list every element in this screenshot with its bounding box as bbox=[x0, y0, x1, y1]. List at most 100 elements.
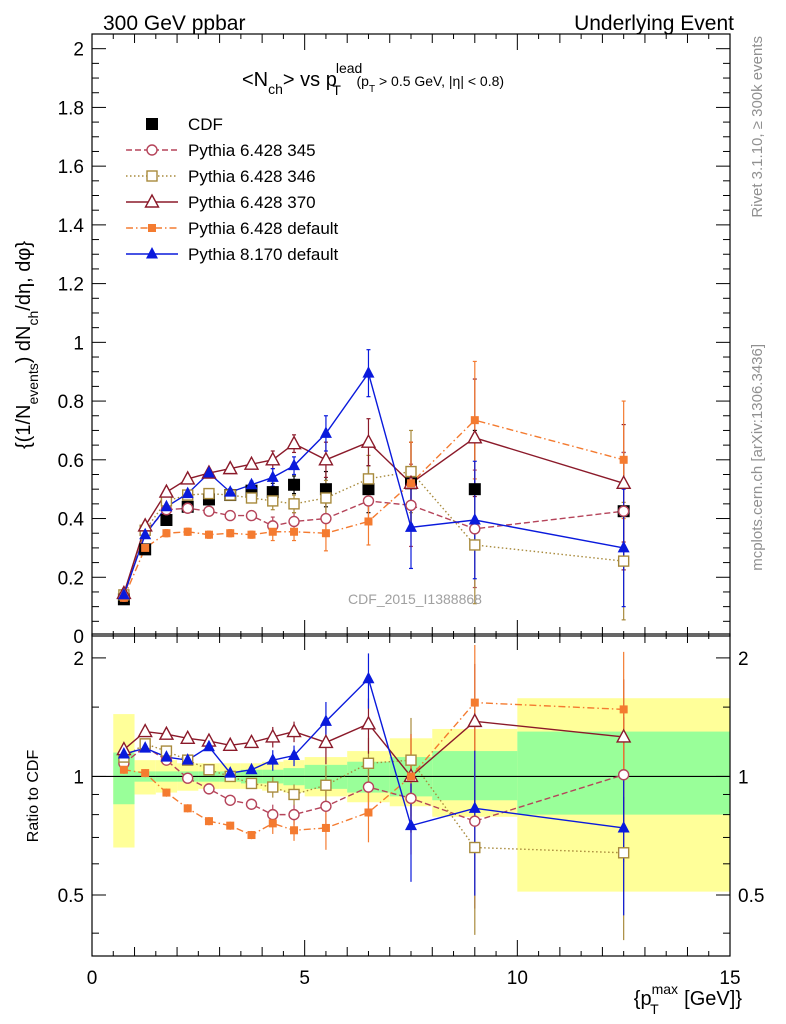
main-point-pythia-6-428-default bbox=[162, 529, 171, 538]
ratio-point-pythia-8-170-default bbox=[288, 748, 301, 761]
main-point-pythia-6-428-default bbox=[290, 527, 299, 536]
main-y-axis-label: {(1/Nevents) dNch/dη, dφ} bbox=[13, 241, 41, 449]
legend-marker-pythia-6-428-default bbox=[148, 224, 156, 232]
main-point-pythia-6-428-370 bbox=[318, 451, 334, 466]
ratio-point-pythia-6-428-default bbox=[226, 821, 235, 830]
x-tick-label: 5 bbox=[299, 968, 310, 989]
ratio-band-inner bbox=[113, 752, 135, 805]
ratio-point-pythia-6-428-346 bbox=[362, 757, 375, 769]
ratio-point-pythia-6-428-370 bbox=[360, 715, 377, 730]
ratio-point-pythia-6-428-370 bbox=[158, 725, 175, 740]
ratio-y-axis-label: Ratio to CDF bbox=[25, 750, 42, 843]
ratio-point-pythia-6-428-346 bbox=[469, 841, 481, 854]
main-point-pythia-6-428-default bbox=[247, 530, 256, 539]
ratio-point-pythia-8-170-default bbox=[617, 820, 630, 833]
ratio-point-pythia-6-428-370 bbox=[318, 733, 334, 749]
main-point-pythia-6-428-default bbox=[204, 530, 213, 539]
ratio-uncertainty-bands bbox=[113, 698, 730, 892]
ratio-point-pythia-6-428-346 bbox=[203, 764, 215, 776]
ratio-point-pythia-6-428-346 bbox=[288, 788, 300, 801]
main-point-pythia-8-170-default bbox=[266, 470, 279, 482]
main-point-pythia-6-428-370 bbox=[265, 451, 281, 466]
ratio-point-pythia-6-428-345 bbox=[245, 798, 258, 810]
ratio-point-pythia-6-428-default bbox=[162, 788, 171, 797]
mcplots-label: mcplots.cern.ch [arXiv:1306.3436] bbox=[749, 344, 766, 571]
main-point-pythia-6-428-default bbox=[364, 517, 373, 526]
legend-label-pythia-6-428-346: Pythia 6.428 346 bbox=[188, 167, 316, 186]
ratio-point-pythia-8-170-default bbox=[319, 714, 332, 726]
main-point-pythia-6-428-345 bbox=[203, 505, 215, 517]
main-line-pythia-6-428-370 bbox=[123, 437, 624, 594]
main-line-pythia-6-428-345 bbox=[123, 500, 624, 597]
ratio-point-pythia-6-428-default bbox=[364, 808, 373, 817]
ratio-point-pythia-8-170-default bbox=[266, 753, 279, 765]
main-point-pythia-8-170-default bbox=[319, 426, 332, 438]
main-point-pythia-6-428-345 bbox=[181, 502, 194, 514]
main-y-tick-label: 1 bbox=[73, 333, 84, 354]
ratio-point-pythia-6-428-370 bbox=[222, 736, 238, 751]
ratio-point-pythia-6-428-346 bbox=[267, 781, 279, 793]
main-point-cdf bbox=[319, 483, 332, 496]
ratio-point-pythia-6-428-370 bbox=[137, 723, 153, 738]
main-point-pythia-8-170-default bbox=[288, 458, 301, 471]
main-point-pythia-6-428-345 bbox=[405, 499, 417, 512]
main-y-tick-label: 1.4 bbox=[58, 216, 85, 237]
ratio-point-pythia-6-428-default bbox=[321, 823, 330, 832]
x-axis-label: {pmax T [GeV]} bbox=[634, 981, 743, 1017]
ratio-point-pythia-6-428-345 bbox=[320, 800, 332, 812]
ratio-point-pythia-6-428-370 bbox=[243, 733, 260, 749]
ratio-point-pythia-6-428-345 bbox=[288, 808, 300, 821]
main-y-tick-label: 1.8 bbox=[58, 98, 84, 119]
legend-label-pythia-6-428-370: Pythia 6.428 370 bbox=[188, 193, 316, 212]
ratio-point-pythia-6-428-default bbox=[204, 817, 213, 826]
main-y-tick-label: 0.8 bbox=[58, 392, 84, 413]
x-tick-label: 0 bbox=[87, 968, 98, 989]
main-point-pythia-6-428-370 bbox=[222, 460, 238, 475]
main-line-pythia-6-428-346 bbox=[123, 470, 624, 596]
ratio-point-pythia-8-170-default bbox=[117, 747, 130, 759]
main-point-pythia-8-170-default bbox=[405, 520, 417, 532]
main-point-pythia-8-170-default bbox=[245, 477, 258, 490]
main-point-pythia-6-428-346 bbox=[320, 492, 332, 504]
ratio-y-tick-label-right: 1 bbox=[738, 767, 749, 788]
main-point-pythia-6-428-default bbox=[226, 529, 235, 538]
main-point-pythia-6-428-370 bbox=[286, 435, 302, 450]
ratio-point-pythia-8-170-default bbox=[224, 766, 237, 778]
ratio-markers bbox=[116, 671, 632, 859]
main-point-cdf bbox=[266, 486, 279, 499]
header-left-label: 300 GeV ppbar bbox=[103, 12, 245, 35]
ratio-point-pythia-6-428-346 bbox=[405, 754, 417, 766]
main-y-tick-label: 1.6 bbox=[58, 157, 84, 178]
ratio-point-pythia-6-428-default bbox=[470, 698, 479, 707]
ratio-point-pythia-6-428-346 bbox=[245, 777, 258, 790]
ratio-y-tick-label: 0.5 bbox=[58, 886, 84, 907]
main-point-pythia-6-428-370 bbox=[180, 470, 196, 485]
main-point-pythia-8-170-default bbox=[117, 587, 130, 600]
main-point-pythia-8-170-default bbox=[224, 485, 237, 497]
ratio-point-pythia-6-428-default bbox=[268, 819, 277, 828]
legend-label-cdf: CDF bbox=[188, 115, 223, 134]
main-point-pythia-6-428-default bbox=[470, 416, 479, 425]
main-point-pythia-8-170-default bbox=[160, 499, 173, 512]
main-point-pythia-6-428-370 bbox=[467, 429, 483, 444]
main-y-tick-label: 0.2 bbox=[58, 568, 84, 589]
ratio-point-pythia-6-428-370 bbox=[265, 728, 281, 743]
ratio-point-pythia-6-428-345 bbox=[617, 769, 630, 781]
main-point-pythia-6-428-345 bbox=[617, 505, 630, 517]
legend: CDF Pythia 6.428 345 Pythia 6.428 346 Pythi… bbox=[126, 115, 339, 264]
main-point-pythia-6-428-346 bbox=[245, 492, 258, 504]
main-point-pythia-6-428-370 bbox=[615, 474, 632, 489]
ratio-point-pythia-6-428-default bbox=[183, 804, 192, 813]
main-point-pythia-6-428-default bbox=[407, 479, 415, 488]
legend-marker-pythia-6-428-370 bbox=[144, 193, 160, 208]
x-tick-label: 10 bbox=[507, 968, 528, 989]
ratio-point-pythia-6-428-346 bbox=[617, 847, 630, 859]
main-y-tick-label: 1.2 bbox=[58, 275, 84, 296]
main-point-pythia-6-428-370 bbox=[158, 483, 175, 498]
ratio-point-pythia-6-428-370 bbox=[180, 729, 196, 744]
ratio-point-pythia-6-428-default bbox=[290, 826, 299, 835]
ratio-point-pythia-6-428-345 bbox=[267, 808, 279, 821]
main-y-tick-label: 0.4 bbox=[58, 510, 85, 531]
main-point-pythia-6-428-default bbox=[619, 455, 628, 464]
ratio-point-pythia-6-428-345 bbox=[362, 781, 375, 793]
